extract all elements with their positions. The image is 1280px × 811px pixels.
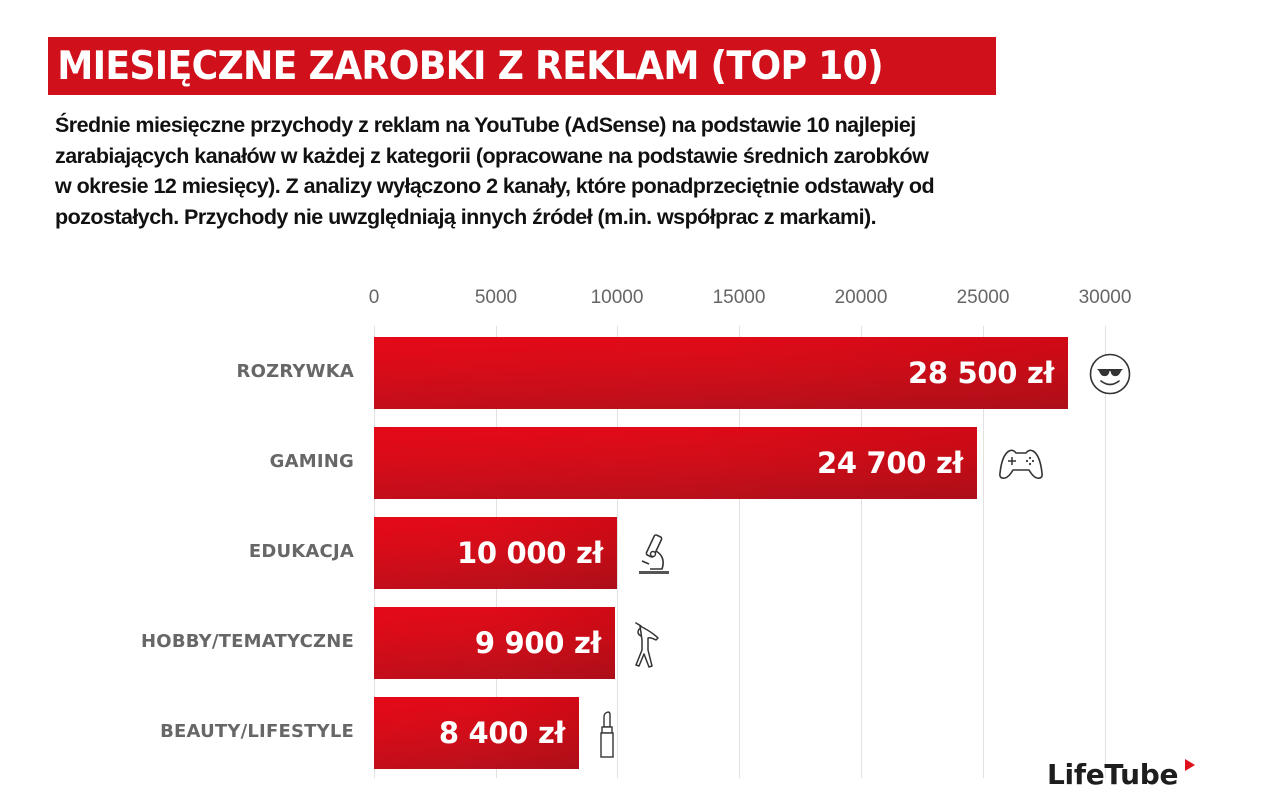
bar-rozrywka: 28 500 zł (374, 337, 1068, 409)
bar-value-label: 8 400 zł (438, 716, 565, 750)
bar-edukacja: 10 000 zł (374, 517, 617, 589)
x-tick-label: 0 (368, 287, 380, 308)
subtitle-line: pozostałych. Przychody nie uwzględniają … (55, 204, 877, 229)
x-tick-label: 10000 (590, 287, 644, 308)
x-tick-label: 20000 (834, 287, 888, 308)
bar-beauty-lifestyle: 8 400 zł (374, 697, 579, 769)
sunglasses-smiley-icon (1089, 353, 1131, 395)
subtitle-line: Średnie miesięczne przychody z reklam na… (55, 113, 916, 137)
gridline (983, 326, 984, 778)
bar-value-label: 9 900 zł (474, 626, 601, 660)
subtitle-line: zarabiających kanałów w każdej z kategor… (55, 143, 929, 168)
chart-subtitle: Średnie miesięczne przychody z reklam na… (55, 110, 1235, 232)
x-tick-label: 30000 (1078, 287, 1132, 308)
gamepad-icon (999, 449, 1043, 479)
logo-play-icon (1185, 759, 1195, 771)
category-label: GAMING (269, 451, 354, 472)
gridline (861, 326, 862, 778)
bar-hobby-tematyczne: 9 900 zł (374, 607, 615, 679)
category-label: EDUKACJA (248, 541, 354, 562)
chart-title: MIESIĘCZNE ZAROBKI Z REKLAM (TOP 10) (57, 43, 884, 89)
lifetube-logo: LifeTube (1047, 758, 1179, 791)
gridline (1105, 326, 1106, 778)
bar-value-label: 28 500 zł (907, 356, 1054, 390)
x-tick-label: 15000 (712, 287, 766, 308)
category-label: BEAUTY/LIFESTYLE (160, 721, 354, 742)
x-tick-label: 5000 (474, 287, 518, 308)
category-label: HOBBY/TEMATYCZNE (141, 631, 354, 652)
x-tick-label: 25000 (956, 287, 1010, 308)
bar-value-label: 10 000 zł (456, 536, 603, 570)
category-label: ROZRYWKA (236, 361, 354, 382)
golfer-icon (635, 622, 659, 668)
microscope-icon (639, 534, 669, 574)
gridline (617, 326, 618, 778)
lipstick-icon (600, 711, 614, 758)
subtitle-line: w okresie 12 miesięcy). Z analizy wyłącz… (55, 174, 935, 198)
bar-value-label: 24 700 zł (816, 446, 963, 480)
bar-gaming: 24 700 zł (374, 427, 977, 499)
title-banner: MIESIĘCZNE ZAROBKI Z REKLAM (TOP 10) (48, 37, 996, 95)
gridline (739, 326, 740, 778)
